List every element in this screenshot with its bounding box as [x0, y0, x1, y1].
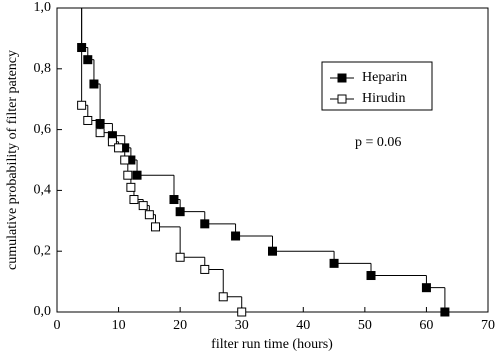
- point: [144, 210, 154, 220]
- x-tick-label: 10: [112, 318, 126, 333]
- point: [123, 170, 133, 180]
- y-axis-label: cumulative probability of filter patency: [5, 50, 20, 270]
- legend-marker: [337, 73, 347, 83]
- point: [132, 170, 142, 180]
- point: [366, 271, 376, 281]
- point: [218, 292, 228, 302]
- point: [329, 258, 339, 268]
- point: [95, 128, 105, 138]
- y-tick-label: 1,0: [34, 0, 52, 15]
- x-tick-label: 0: [54, 318, 61, 333]
- x-tick-label: 30: [235, 318, 249, 333]
- legend-label: Hirudin: [362, 91, 406, 106]
- point: [151, 222, 161, 232]
- x-tick-label: 50: [358, 318, 372, 333]
- plot-frame: [56, 7, 489, 313]
- point: [237, 307, 247, 317]
- x-tick-label: 20: [173, 318, 187, 333]
- annotation: p = 0.06: [355, 135, 401, 150]
- point: [169, 195, 179, 205]
- point: [129, 195, 139, 205]
- point: [175, 252, 185, 262]
- point: [107, 137, 117, 147]
- legend-marker: [337, 94, 347, 104]
- x-axis-label: filter run time (hours): [211, 337, 333, 352]
- point: [421, 283, 431, 293]
- point: [231, 231, 241, 241]
- point: [120, 155, 130, 165]
- point: [89, 79, 99, 89]
- point: [268, 246, 277, 256]
- point: [200, 264, 210, 274]
- point: [83, 115, 93, 125]
- y-tick-label: 0,2: [34, 243, 52, 258]
- point: [440, 307, 450, 317]
- y-tick-label: 0,0: [34, 304, 52, 319]
- point: [138, 201, 148, 211]
- x-tick-label: 40: [296, 318, 310, 333]
- y-tick-label: 0,6: [34, 122, 52, 137]
- x-tick-label: 70: [481, 318, 495, 333]
- y-tick-label: 0,4: [34, 183, 52, 198]
- point: [114, 143, 124, 153]
- legend-label: Heparin: [362, 70, 407, 85]
- point: [77, 100, 87, 110]
- point: [83, 55, 93, 65]
- point: [175, 207, 185, 217]
- y-tick-label: 0,8: [34, 61, 52, 76]
- point: [126, 182, 136, 192]
- x-tick-label: 60: [419, 318, 433, 333]
- point: [200, 219, 210, 229]
